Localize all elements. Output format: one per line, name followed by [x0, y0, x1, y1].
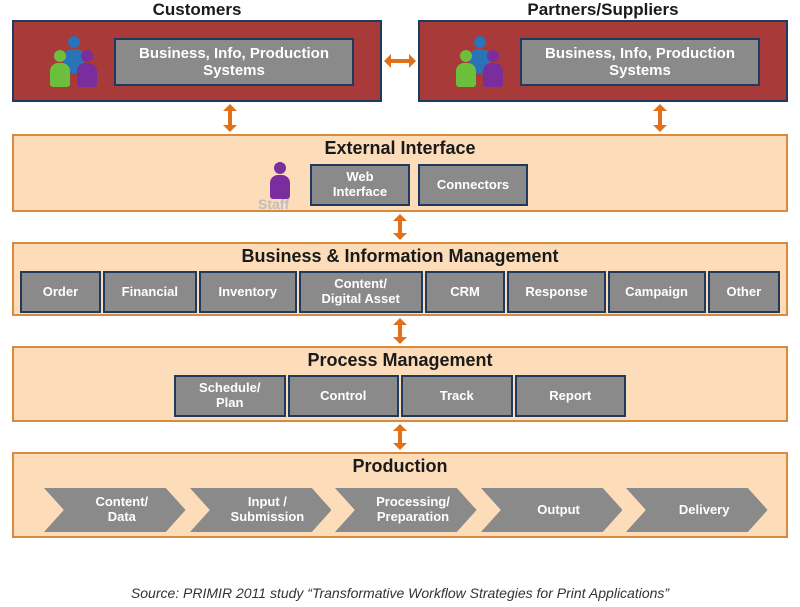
arrow-ext-bim [393, 214, 407, 240]
chev-content: Content/ Data [44, 488, 186, 532]
pm-title: Process Management [14, 348, 786, 371]
external-interface-layer: External Interface Staff Web Interface C… [12, 134, 788, 212]
person-body-icon [77, 63, 97, 87]
pm-layer: Process Management Schedule/ Plan Contro… [12, 346, 788, 422]
pm-cell-control: Control [288, 375, 400, 417]
ext-cell-connectors: Connectors [418, 164, 528, 206]
bim-layer: Business & Information Management Order … [12, 242, 788, 316]
arrow-customers-partners [384, 54, 416, 68]
ext-cell-web: Web Interface [310, 164, 410, 206]
bim-cell-inventory: Inventory [199, 271, 297, 313]
prod-layer: Production Content/ Data Input / Submiss… [12, 452, 788, 538]
person-head-icon [81, 50, 93, 62]
customers-box: Business, Info, Production Systems [12, 20, 382, 102]
partners-subsystem-box: Business, Info, Production Systems [520, 38, 760, 86]
chev-processing: Processing/ Preparation [335, 488, 477, 532]
pm-cell-track: Track [401, 375, 513, 417]
pm-cell-schedule: Schedule/ Plan [174, 375, 286, 417]
person-head-icon [68, 36, 80, 48]
bim-cell-order: Order [20, 271, 101, 313]
pm-cell-report: Report [515, 375, 627, 417]
person-head-icon [54, 50, 66, 62]
bim-cell-campaign: Campaign [608, 271, 706, 313]
bim-cell-financial: Financial [103, 271, 197, 313]
arrow-partners-ext [653, 104, 667, 132]
arrow-bim-pm [393, 318, 407, 344]
person-head-icon [487, 50, 499, 62]
person-head-icon [474, 36, 486, 48]
external-interface-title: External Interface [14, 136, 786, 159]
chev-output: Output [481, 488, 623, 532]
chev-delivery: Delivery [626, 488, 768, 532]
partners-people-icon [450, 36, 510, 91]
person-head-icon [460, 50, 472, 62]
person-body-icon [50, 63, 70, 87]
customers-subsystem-box: Business, Info, Production Systems [114, 38, 354, 86]
arrow-pm-prod [393, 424, 407, 450]
bim-title: Business & Information Management [14, 244, 786, 267]
prod-title: Production [14, 454, 786, 477]
partners-box: Business, Info, Production Systems [418, 20, 788, 102]
bim-cell-other: Other [708, 271, 780, 313]
partners-title: Partners/Suppliers [418, 0, 788, 20]
chev-input: Input / Submission [190, 488, 332, 532]
bim-cell-crm: CRM [425, 271, 506, 313]
source-text: Source: PRIMIR 2011 study “Transformativ… [0, 585, 800, 601]
customers-people-icon [44, 36, 104, 91]
prod-chevron-row: Content/ Data Input / Submission Process… [44, 488, 768, 532]
staff-label: Staff [258, 196, 289, 212]
arrow-customers-ext [223, 104, 237, 132]
bim-cell-content: Content/ Digital Asset [299, 271, 423, 313]
bim-cell-response: Response [507, 271, 605, 313]
person-head-icon [274, 162, 286, 174]
customers-title: Customers [12, 0, 382, 20]
person-body-icon [483, 63, 503, 87]
person-body-icon [456, 63, 476, 87]
